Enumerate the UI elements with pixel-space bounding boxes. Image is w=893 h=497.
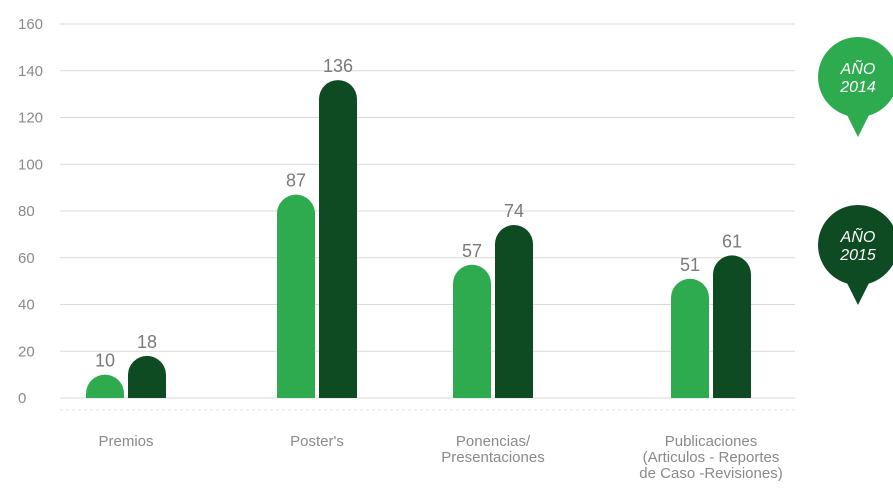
bar-2014	[86, 374, 124, 398]
y-tick-label: 120	[18, 110, 43, 127]
y-tick-label: 160	[18, 16, 43, 33]
legend-pin-tip	[844, 277, 872, 305]
data-label: 74	[504, 201, 524, 221]
x-tick-label: de Caso -Revisiones)	[639, 465, 782, 482]
bar-2015	[713, 255, 751, 398]
data-label: 136	[323, 56, 353, 76]
data-labels: 10 18 87 136 57 74 51 61	[95, 56, 742, 371]
legend-label: AÑO	[840, 227, 876, 246]
x-tick-label: Poster's	[290, 433, 344, 450]
data-label: 18	[137, 332, 157, 352]
legend-label: 2015	[839, 247, 876, 264]
data-label: 57	[462, 241, 482, 261]
y-tick-label: 60	[18, 250, 35, 267]
legend-pin-circle	[818, 37, 893, 117]
bars	[86, 80, 751, 398]
data-label: 10	[95, 351, 115, 371]
legend-pin-tip	[844, 109, 872, 137]
bar-2015	[319, 80, 357, 398]
legend-pin-circle	[818, 205, 893, 285]
data-label: 51	[680, 255, 700, 275]
x-tick-label: Ponencias/	[456, 433, 531, 450]
y-tick-label: 20	[18, 343, 35, 360]
x-axis: Premios Poster's Ponencias/Presentaciones P…	[98, 433, 782, 482]
legend-label: AÑO	[840, 59, 876, 78]
x-tick-label: Presentaciones	[441, 449, 544, 466]
data-label: 87	[286, 171, 306, 191]
bar-2014	[277, 194, 315, 398]
x-tick-label: Premios	[98, 433, 153, 450]
gridlines	[60, 23, 795, 411]
data-label: 61	[722, 231, 742, 251]
y-tick-label: 40	[18, 297, 35, 314]
y-tick-label: 80	[18, 203, 35, 220]
x-tick-label: (Articulos - Reportes	[643, 449, 780, 466]
bar-2015	[495, 225, 533, 398]
bar-2014	[671, 278, 709, 398]
y-axis: 160 140 120 100 80 60 40 20 0	[18, 16, 43, 407]
bar-2015	[128, 355, 166, 398]
y-tick-label: 0	[18, 390, 26, 407]
bar-2014	[453, 264, 491, 398]
legend-label: 2014	[839, 79, 876, 96]
x-tick-label: Publicaciones	[665, 433, 758, 450]
y-tick-label: 140	[18, 63, 43, 80]
y-tick-label: 100	[18, 156, 43, 173]
